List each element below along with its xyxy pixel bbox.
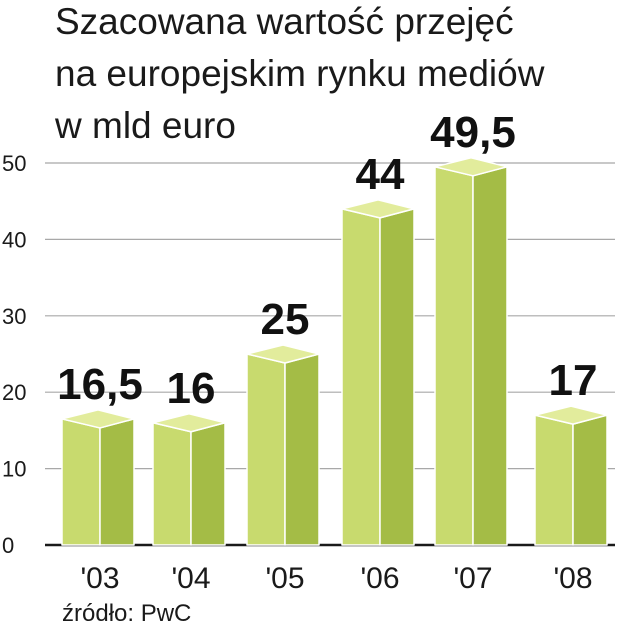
bar-side-face	[379, 208, 415, 546]
x-tick-label: '05	[265, 562, 304, 595]
x-tick-label: '07	[453, 562, 492, 595]
bar	[61, 409, 135, 546]
bar-side-face	[472, 166, 508, 546]
x-tick-label: '03	[80, 562, 119, 595]
value-label: 49,5	[430, 108, 516, 157]
y-tick-label: 0	[2, 533, 14, 558]
y-tick-label: 40	[2, 227, 26, 252]
x-axis-ticks: '03 '04 '05 '06 '07 '08	[80, 562, 592, 595]
value-label: 16,5	[57, 360, 143, 409]
bar	[534, 405, 608, 546]
bar	[434, 157, 508, 546]
chart-title-line-1: Szacowana wartość przejęć	[55, 1, 514, 42]
bar-top-face	[534, 405, 608, 425]
gridlines	[45, 162, 615, 547]
bars	[61, 157, 608, 546]
y-axis-ticks: 0 10 20 30 40 50	[2, 151, 26, 558]
bar-front-face	[152, 422, 192, 546]
bar-front-face	[434, 166, 474, 546]
bar-side-face	[572, 414, 608, 546]
y-tick-label: 10	[2, 457, 26, 482]
bar-side-face	[284, 353, 320, 546]
chart-title-line-2: na europejskim rynku mediów	[55, 53, 545, 94]
bar-front-face	[341, 208, 381, 546]
y-tick-label: 30	[2, 304, 26, 329]
bar-top-face	[152, 413, 226, 433]
bar-top-face	[246, 344, 320, 364]
value-label: 17	[549, 356, 598, 405]
bar-side-face	[99, 418, 135, 546]
x-tick-label: '06	[360, 562, 399, 595]
value-labels: 16,5 16 25 44 49,5 17	[57, 108, 597, 413]
bar	[341, 199, 415, 546]
x-tick-label: '08	[553, 562, 592, 595]
y-tick-label: 20	[2, 380, 26, 405]
bar-top-face	[434, 157, 508, 177]
chart-title-line-3: w mld euro	[55, 105, 236, 146]
value-label: 44	[356, 150, 405, 199]
bar	[152, 413, 226, 546]
bar-front-face	[61, 418, 101, 546]
bar-front-face	[534, 414, 574, 546]
bar-top-face	[61, 409, 135, 429]
y-tick-label: 50	[2, 151, 26, 176]
bar-top-face	[341, 199, 415, 219]
value-label: 25	[261, 295, 310, 344]
bar-side-face	[190, 422, 226, 546]
bar	[246, 344, 320, 546]
bar-front-face	[246, 353, 286, 546]
source-note: źródło: PwC	[62, 600, 192, 627]
x-tick-label: '04	[171, 562, 210, 595]
value-label: 16	[167, 364, 216, 413]
